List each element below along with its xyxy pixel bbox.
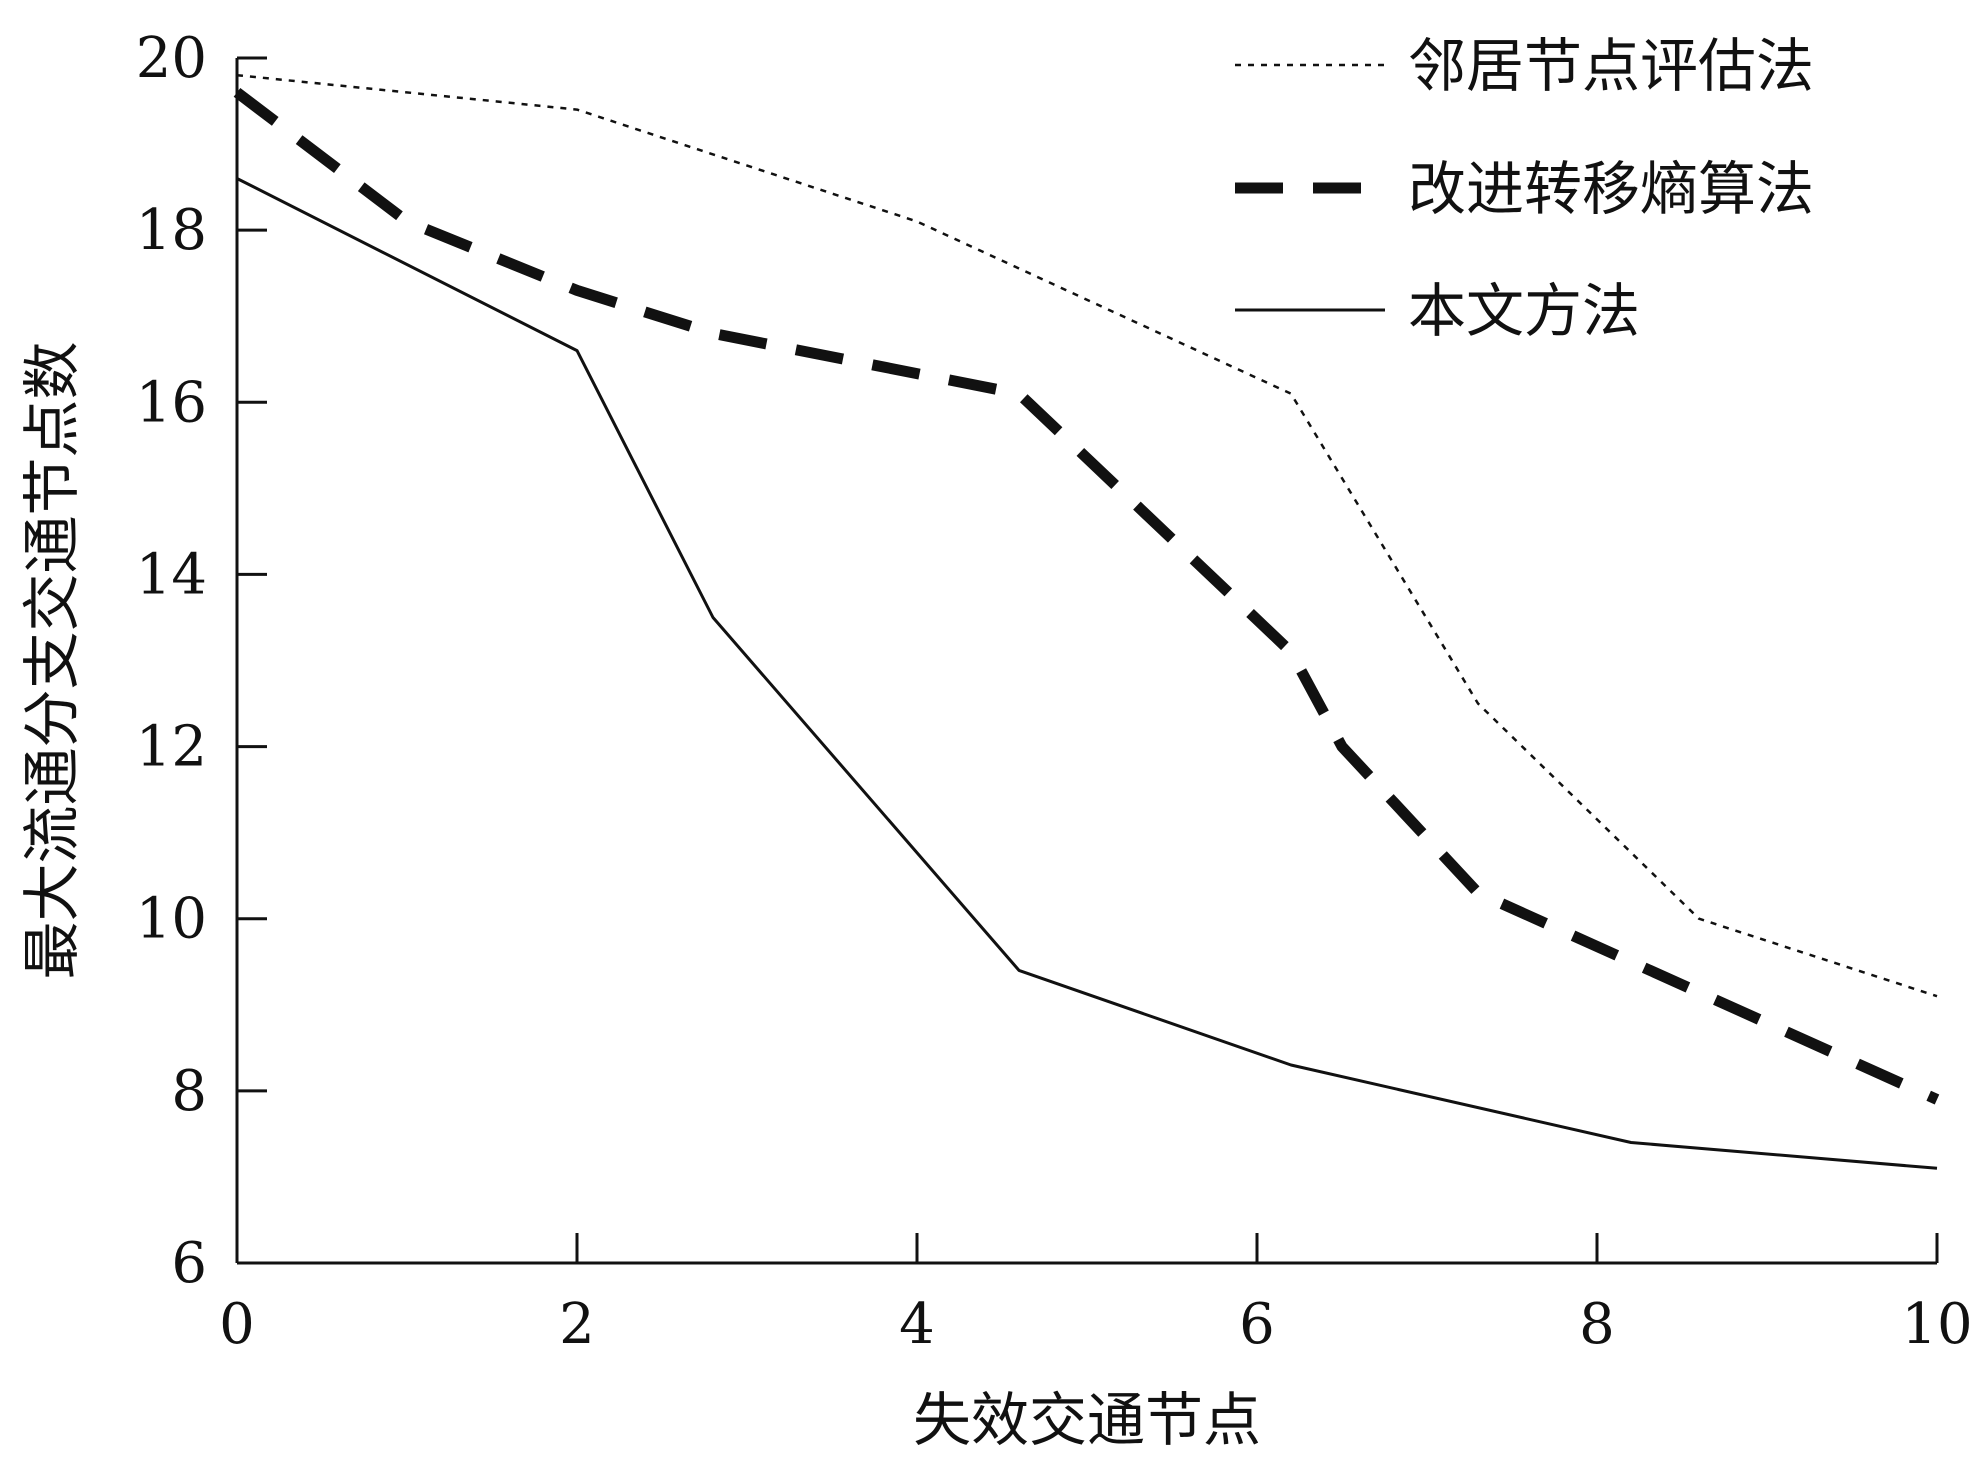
y-axis-title: 最大流通分支交通节点数 [18, 341, 86, 979]
y-tick-label: 10 [136, 887, 207, 952]
x-axis-title: 失效交通节点 [913, 1386, 1261, 1454]
series-line-2 [233, 88, 1940, 1105]
y-tick-label: 14 [136, 542, 207, 607]
x-tick-label: 8 [1579, 1292, 1615, 1357]
y-tick-label: 12 [136, 715, 207, 780]
y-tick-label: 8 [171, 1059, 207, 1124]
x-tick-label: 6 [1239, 1292, 1275, 1357]
y-tick-label: 6 [171, 1231, 207, 1296]
axes [235, 58, 1937, 1265]
y-tick-label: 18 [136, 198, 207, 263]
series-line-1 [236, 73, 1938, 998]
legend-label-3: 本文方法 [1408, 277, 1640, 345]
ticks: 0 2 4 6 8 10 6 8 10 12 14 16 18 20 [136, 26, 1973, 1357]
y-tick-label: 16 [136, 370, 207, 435]
x-tick-label: 0 [219, 1292, 255, 1357]
legend-label-2: 改进转移熵算法 [1408, 155, 1814, 223]
x-tick-label: 4 [899, 1292, 935, 1357]
x-tick-label: 10 [1901, 1292, 1972, 1357]
y-tick-label: 20 [136, 26, 207, 91]
x-tick-label: 2 [559, 1292, 595, 1357]
series-lines [233, 73, 1940, 1170]
legend-label-1: 邻居节点评估法 [1408, 32, 1814, 100]
series-line-3 [236, 177, 1938, 1170]
